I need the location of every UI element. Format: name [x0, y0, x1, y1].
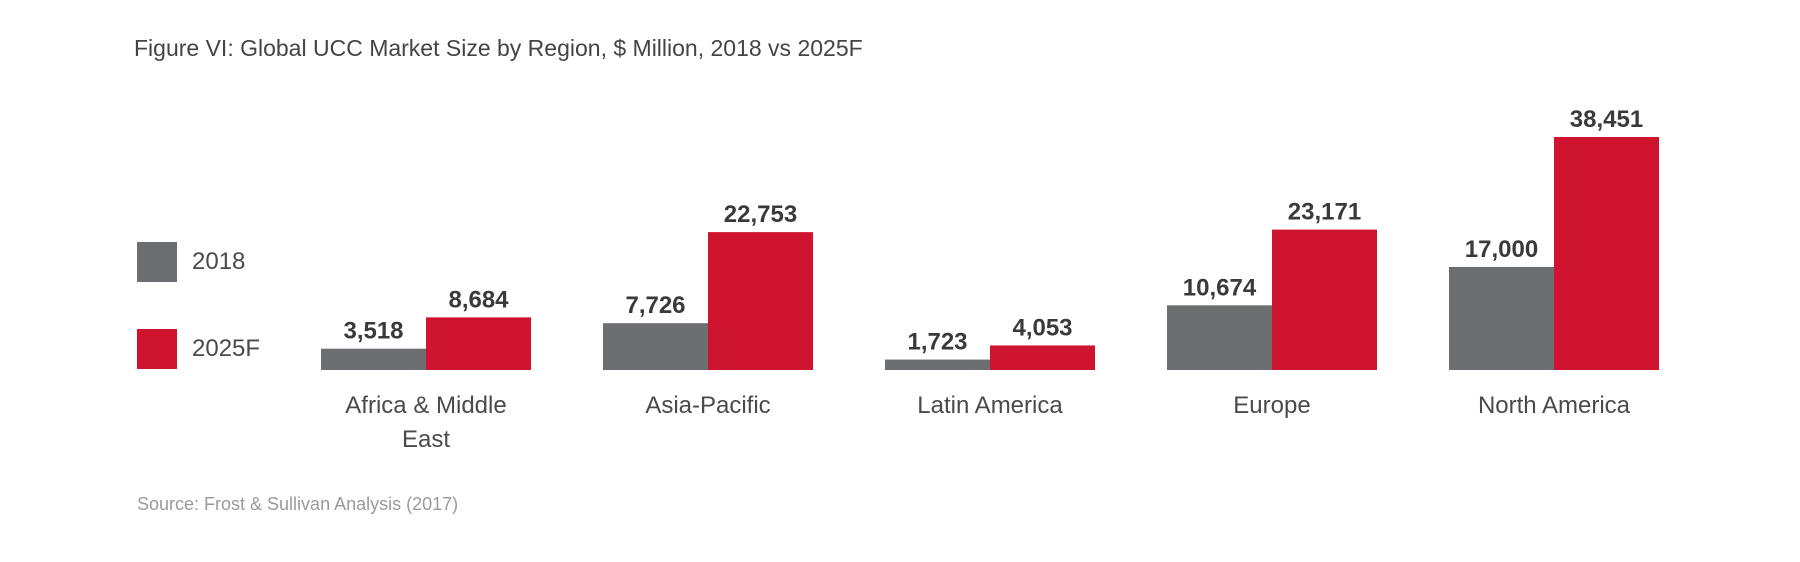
- data-label-2018-3: 10,674: [1183, 274, 1257, 301]
- bar-2025f-1: [708, 232, 813, 370]
- legend-label-2018: 2018: [192, 248, 246, 275]
- data-label-2018-1: 7,726: [625, 292, 685, 319]
- data-label-2018-4: 17,000: [1465, 236, 1538, 263]
- data-label-2018-2: 1,723: [907, 329, 967, 356]
- chart-title: Figure VI: Global UCC Market Size by Reg…: [134, 35, 863, 61]
- legend-label-2025f: 2025F: [192, 335, 261, 362]
- legend-swatch-2018: [137, 242, 177, 282]
- data-label-2025f-3: 23,171: [1288, 199, 1361, 226]
- bar-2018-1: [603, 323, 708, 370]
- category-label-0-line-0: Africa & Middle: [345, 392, 506, 419]
- bar-2025f-0: [426, 317, 531, 370]
- bar-2025f-3: [1272, 229, 1377, 370]
- category-label-0-line-1: East: [402, 426, 450, 453]
- legend-swatch-2025f: [137, 329, 177, 369]
- data-label-2025f-2: 4,053: [1012, 314, 1072, 341]
- bar-2018-2: [885, 359, 990, 370]
- category-label-3: Europe: [1233, 392, 1310, 419]
- bar-2018-4: [1449, 266, 1554, 370]
- bar-2018-3: [1167, 305, 1272, 370]
- legend-item-2018: 2018: [137, 242, 245, 282]
- legend-item-2025f: 2025F: [137, 329, 260, 369]
- data-label-2025f-1: 22,753: [724, 201, 797, 228]
- data-label-2025f-4: 38,451: [1570, 106, 1643, 133]
- category-label-4: North America: [1478, 392, 1631, 419]
- source-note: Source: Frost & Sullivan Analysis (2017): [137, 494, 459, 514]
- bar-2025f-2: [990, 345, 1095, 370]
- bar-2025f-4: [1554, 137, 1659, 370]
- category-label-2: Latin America: [917, 392, 1063, 419]
- data-label-2018-0: 3,518: [343, 318, 403, 345]
- category-label-1: Asia-Pacific: [645, 392, 770, 419]
- bar-2018-0: [321, 348, 426, 370]
- data-label-2025f-0: 8,684: [448, 286, 509, 313]
